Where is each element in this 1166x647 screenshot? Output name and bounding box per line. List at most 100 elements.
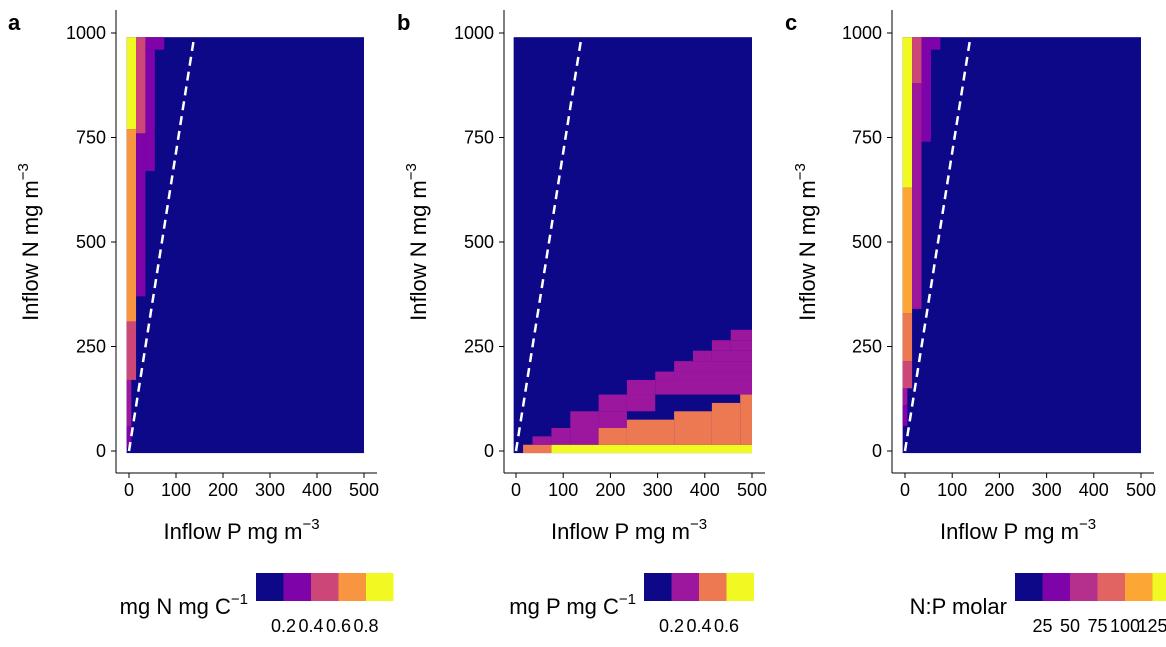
x-axis-title-text: Inflow P mg m [940,519,1079,544]
legend-tick-label: 75 [1087,616,1107,636]
heatmap-cell [674,361,693,372]
heatmap-cell [711,402,741,445]
panel-label: a [8,10,21,35]
y-axis-title-exponent: −3 [792,163,809,180]
legend-tick-label: 0.4 [686,616,711,636]
heatmap-cell [570,428,599,445]
y-tick-label: 250 [464,337,494,357]
heatmap-cell [693,361,752,372]
legend-color-key [1152,573,1166,601]
y-tick-label: 1000 [454,23,494,43]
x-axis-title: Inflow P mg m−3 [163,516,319,544]
y-tick-label: 0 [484,441,494,461]
heatmap-cell [570,411,599,429]
legend-tick-label: 0.2 [659,616,684,636]
heatmap-cell [912,37,922,84]
legend-tick-label: 0.2 [271,616,296,636]
legend-tick-label: 0.6 [714,616,739,636]
legend-color-key [671,573,699,601]
x-tick-label: 0 [511,480,521,500]
y-tick-label: 750 [852,128,882,148]
x-axis-title-text: Inflow P mg m [551,519,690,544]
legend-tick-label: 100 [1110,616,1140,636]
x-tick-label: 0 [900,480,910,500]
legend-color-key [726,573,754,601]
legend-color-key [699,573,727,601]
y-tick-label: 250 [852,337,882,357]
heatmap-cell [126,321,137,380]
y-axis-title: Inflow N mg m−3 [403,163,431,321]
heatmap-cell [136,133,146,297]
x-tick-label: 200 [208,480,238,500]
y-tick-label: 500 [852,232,882,252]
x-axis-title-text: Inflow P mg m [163,519,302,544]
legend-tick-label: 0.4 [298,616,323,636]
x-tick-label: 300 [643,480,673,500]
heatmap-cell [921,37,931,142]
heatmap-cell [711,350,752,362]
x-tick-label: 400 [1079,480,1109,500]
legend-title-exponent: −1 [619,591,636,608]
heatmap-cell [626,419,675,445]
legend-color-key [366,573,394,601]
y-axis-title-text: Inflow N mg m [795,180,820,321]
x-axis-title-exponent: −3 [690,516,707,533]
heatmap-cell [523,444,552,454]
y-axis-title-exponent: −3 [403,163,420,180]
heatmap-cell [902,37,913,188]
heatmap-cell [598,394,627,412]
heatmap-cell [598,411,627,429]
heatmap-cell [711,340,731,351]
legend-title: N:P molar [910,594,1007,619]
heatmap-cell [126,379,132,426]
heatmap-cell [912,83,922,309]
legend-color-key [338,573,366,601]
legend-title-exponent: −1 [231,591,248,608]
heatmap-cell [730,329,752,341]
heatmap-cell [902,313,913,362]
heatmap-cell [655,371,675,380]
legend-title-text: mg N mg C [120,594,231,619]
y-axis-title-exponent: −3 [15,163,32,180]
x-tick-label: 500 [1126,480,1156,500]
x-tick-label: 200 [984,480,1014,500]
heatmap-cell [740,394,752,445]
heatmap-cell [136,37,146,134]
heatmap-cell [730,340,752,351]
y-tick-label: 500 [464,232,494,252]
heatmap-cell [551,444,752,454]
heatmap-cell [902,405,908,426]
x-tick-label: 100 [548,480,578,500]
x-tick-label: 500 [349,480,379,500]
x-tick-label: 0 [124,480,134,500]
reference-line [903,32,973,452]
legend-color-key [283,573,311,601]
x-tick-label: 500 [737,480,767,500]
x-tick-label: 100 [161,480,191,500]
x-axis-title: Inflow P mg m−3 [940,516,1096,544]
reference-line [127,32,197,452]
y-tick-label: 500 [76,232,106,252]
legend-color-key [256,573,284,601]
heatmap-cell [902,361,913,389]
legend-color-key [644,573,672,601]
x-tick-label: 300 [255,480,285,500]
legend-title: mg N mg C−1 [120,591,248,619]
heatmap-cell [598,428,627,445]
heatmap-cell [126,425,132,447]
legend-title-text: N:P molar [910,594,1007,619]
legend-tick-label: 50 [1060,616,1080,636]
legend-color-key [1015,573,1043,601]
y-axis-title-text: Inflow N mg m [18,180,43,321]
y-tick-label: 1000 [66,23,106,43]
y-tick-label: 0 [96,441,106,461]
heatmap-cell [693,350,712,362]
y-tick-label: 0 [872,441,882,461]
y-tick-label: 250 [76,337,106,357]
legend-color-key [1042,573,1070,601]
heatmap-cell [902,187,913,314]
legend-tick-label: 0.6 [326,616,351,636]
x-tick-label: 400 [690,480,720,500]
legend-tick-label: 0.8 [353,616,378,636]
